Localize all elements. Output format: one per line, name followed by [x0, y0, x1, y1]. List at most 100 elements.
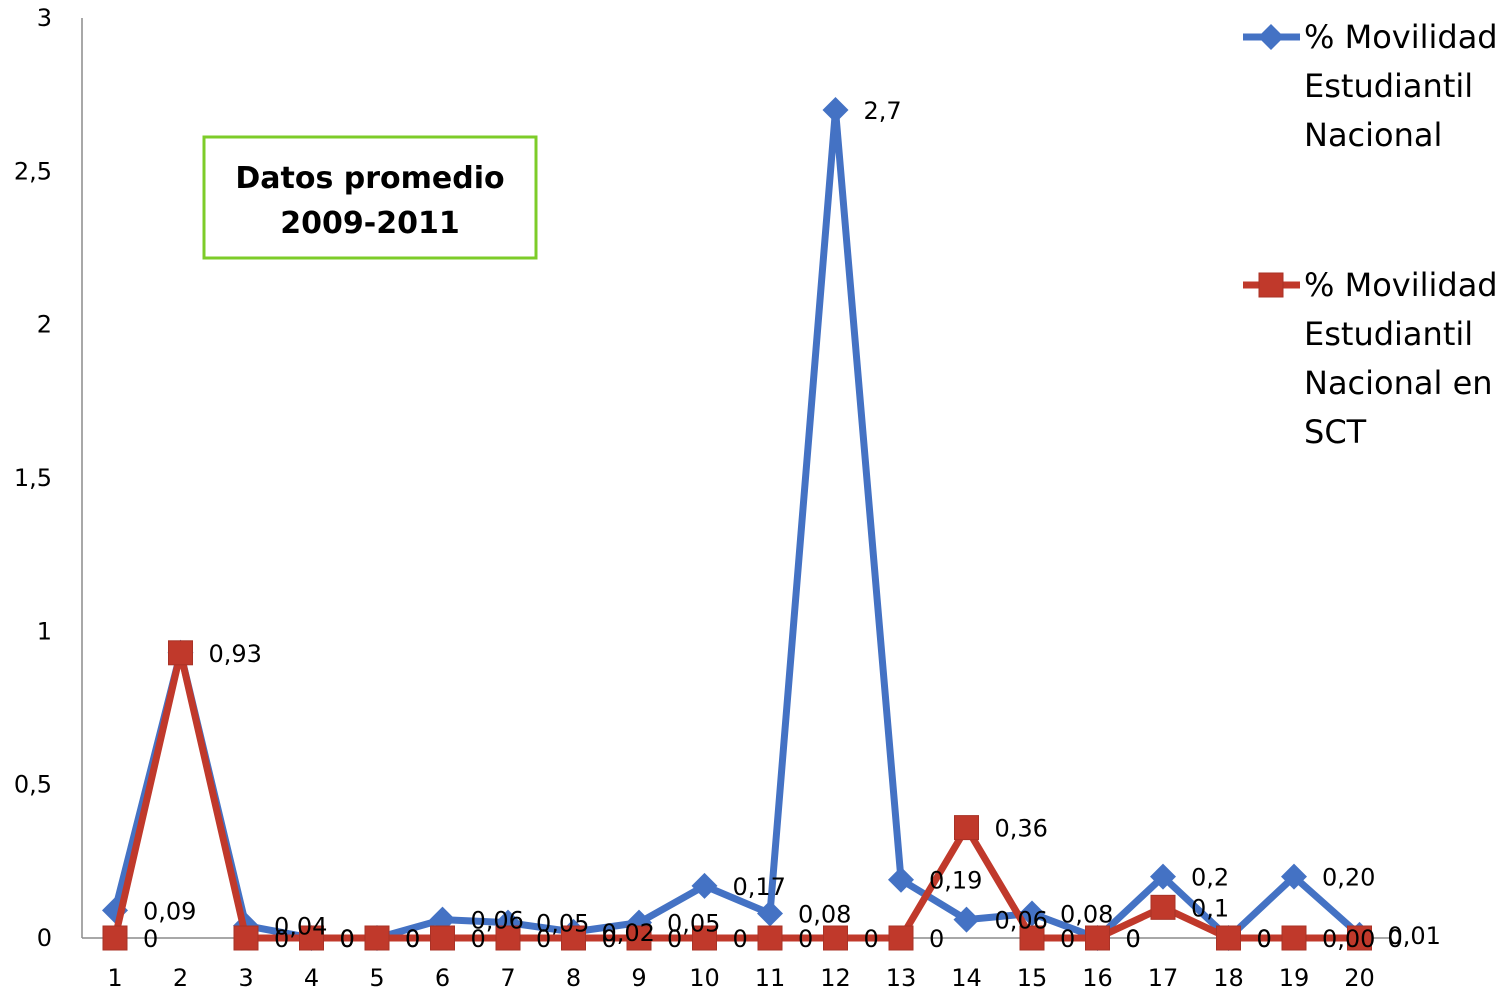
x-tick-label: 8: [566, 964, 581, 991]
data-label: 0,17: [733, 873, 786, 901]
data-label: 0: [1060, 925, 1075, 953]
data-label: 0,36: [995, 815, 1048, 843]
data-label: 0: [536, 925, 551, 953]
x-tick-label: 11: [755, 964, 786, 991]
data-label: 0: [1126, 925, 1141, 953]
annotation-line-2: 2009-2011: [280, 206, 459, 241]
series-2-point: [757, 925, 783, 951]
data-label: 0: [143, 925, 158, 953]
data-label: 0,04: [274, 913, 327, 941]
data-label: 0: [798, 925, 813, 953]
x-tick-label: 13: [886, 964, 917, 991]
x-tick-label: 5: [369, 964, 384, 991]
x-tick-label: 3: [238, 964, 253, 991]
data-label: 0,09: [143, 897, 196, 925]
data-label: 0: [667, 925, 682, 953]
series-2-point: [495, 925, 521, 951]
data-label: 2,7: [864, 97, 902, 125]
x-tick-label: 6: [435, 964, 450, 991]
data-label: 0,08: [1060, 900, 1113, 928]
data-label: 0,93: [209, 640, 262, 668]
y-tick-label: 1: [37, 617, 52, 645]
series-2-point: [364, 925, 390, 951]
series-layer: [102, 97, 1373, 951]
x-tick-label: 20: [1344, 964, 1375, 991]
x-tick-label: 10: [689, 964, 720, 991]
series-2-point: [1085, 925, 1110, 951]
legend-label-line: SCT: [1304, 413, 1367, 451]
x-tick-label: 16: [1082, 964, 1113, 991]
legend-marker-2: [1258, 272, 1284, 298]
annotation-border: [202, 135, 538, 260]
y-tick-label: 1,5: [14, 464, 52, 492]
series-2-point: [888, 925, 914, 951]
data-label: 0,08: [798, 900, 851, 928]
data-label: 0,05: [667, 910, 720, 938]
data-label: 0: [1257, 925, 1272, 953]
y-tick-label: 0: [37, 924, 52, 952]
series-1-point: [691, 872, 718, 899]
data-label: 0: [274, 925, 289, 953]
data-label: 0: [864, 925, 879, 953]
data-label: 0: [340, 925, 355, 953]
x-tick-label: 12: [820, 964, 851, 991]
data-label: 0: [1257, 925, 1272, 953]
series-1-point: [1281, 863, 1307, 890]
x-tick-label: 4: [304, 964, 319, 991]
series-1-point: [1150, 863, 1176, 890]
x-tick-label: 14: [951, 964, 982, 991]
x-tick-label: 15: [1017, 964, 1048, 991]
series-2-point: [168, 640, 193, 666]
data-label: 0,06: [471, 907, 524, 935]
legend-label-line: Nacional: [1304, 116, 1442, 154]
series-2-point: [233, 925, 259, 951]
legend-label-line: % Movilidad: [1304, 266, 1498, 304]
series-2-point: [1281, 925, 1307, 951]
data-label: 0: [340, 925, 355, 953]
x-tick-label: 18: [1213, 964, 1244, 991]
data-label: 0: [1388, 925, 1403, 953]
y-tick-label: 2: [37, 311, 52, 339]
y-tick-label: 0,5: [14, 771, 52, 799]
series-2-point: [1019, 925, 1045, 951]
data-label: 0,19: [929, 867, 982, 895]
series-1-point: [888, 866, 914, 893]
legend-marker-1: [1258, 24, 1284, 50]
series-2-point: [430, 925, 455, 951]
data-label: 0: [1126, 925, 1141, 953]
annotation-box: Datos promedio 2009-2011: [202, 135, 538, 260]
data-label: 0: [405, 925, 420, 953]
series-2-point: [299, 925, 324, 951]
data-label: 0: [471, 925, 486, 953]
y-tick-label: 2,5: [14, 157, 52, 185]
x-tick-label: 7: [500, 964, 515, 991]
series-2-point: [1347, 925, 1372, 951]
chart-axes: 00,511,522,531 2 3 4 5 6 7 8 9 10 11 12 13 14 15 16 17 18…: [14, 4, 1390, 991]
series-2-point: [692, 925, 717, 951]
data-label: 0,02: [602, 919, 655, 947]
series-1-point: [822, 97, 849, 123]
series-2-point: [1150, 894, 1176, 920]
annotation-line-1: Datos promedio: [235, 161, 504, 196]
x-tick-label: 1: [107, 964, 122, 991]
series-1-point: [757, 900, 783, 927]
data-label: 0,1: [1191, 894, 1229, 922]
data-label: 0: [405, 925, 420, 953]
x-tick-label: 2: [173, 964, 188, 991]
x-tick-label: 9: [631, 964, 646, 991]
y-tick-label: 3: [37, 4, 52, 32]
series-2-point: [823, 925, 848, 951]
series-2-point: [102, 925, 128, 951]
legend-label-line: Nacional en: [1304, 364, 1493, 402]
data-labels-layer: 0,090,04 0 00,06 0,05 0,02 0,050,170,082,70,1…: [143, 97, 1441, 953]
legend-label-line: Estudiantil: [1304, 67, 1473, 105]
data-label: 0,20: [1322, 864, 1375, 892]
data-label: 0,00: [1322, 925, 1375, 953]
legend-label-line: % Movilidad: [1304, 18, 1498, 56]
x-tick-label: 17: [1148, 964, 1179, 991]
data-label: 0: [929, 925, 944, 953]
x-tick-label: 19: [1279, 964, 1310, 991]
series-1-point: [953, 906, 980, 933]
data-label: 0,05: [536, 910, 589, 938]
